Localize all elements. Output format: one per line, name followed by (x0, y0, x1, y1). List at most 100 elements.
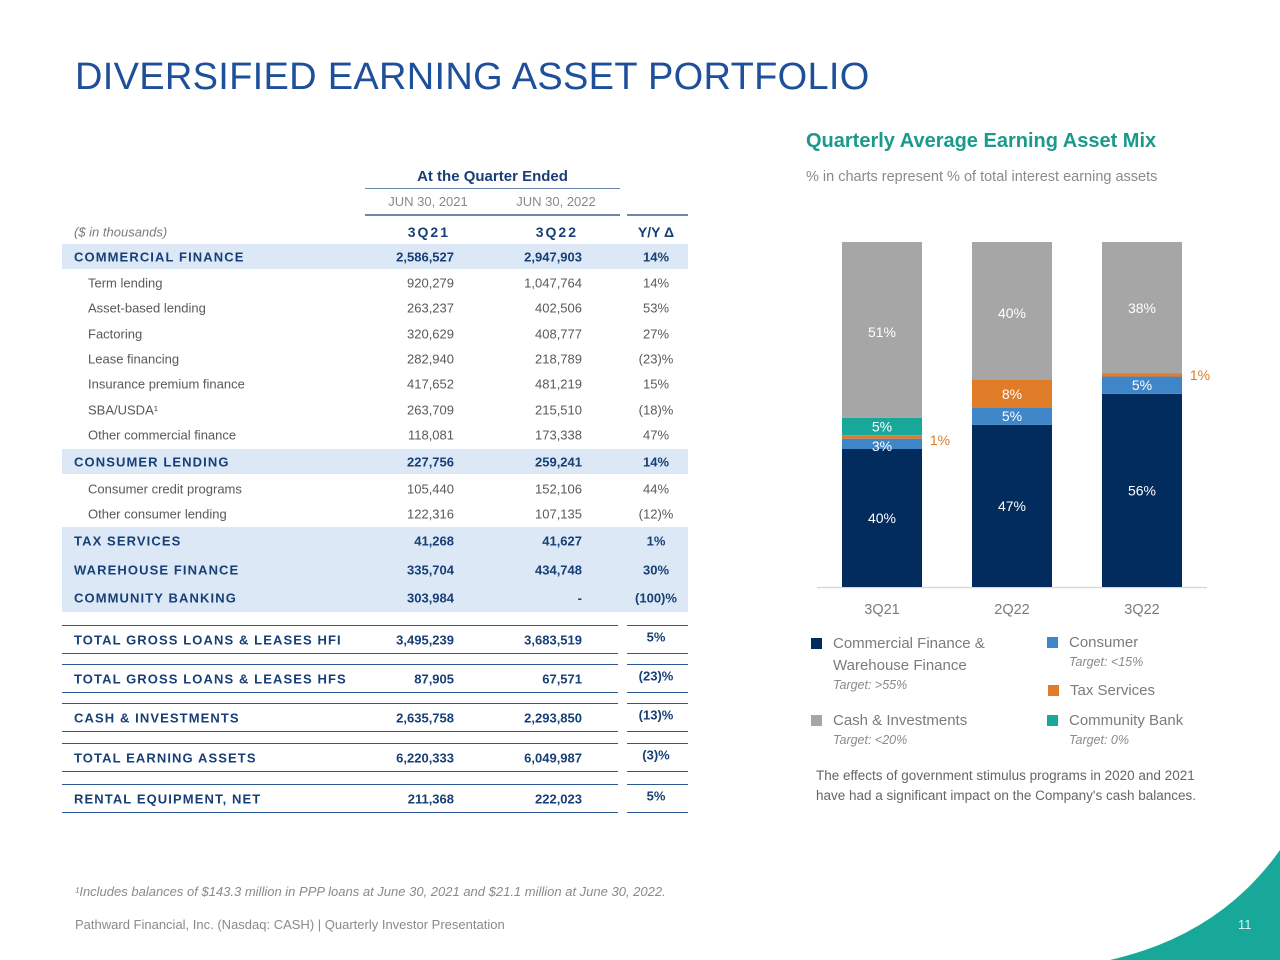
data-label: 1% (930, 432, 950, 448)
divider (627, 771, 688, 772)
table-row: Term lending 920,279 1,047,764 14% (62, 270, 688, 295)
column-header: 3Q21 (407, 223, 450, 240)
yoy-change: 14% (642, 275, 670, 290)
value-3q21: 2,635,758 (396, 710, 454, 725)
units-label: ($ in thousands) (74, 224, 168, 239)
row-label: COMMUNITY BANKING (74, 590, 237, 605)
row-label: SBA/USDA¹ (88, 402, 159, 417)
yoy-change: 14% (642, 249, 670, 264)
x-tick-label: 3Q21 (864, 602, 899, 618)
legend-target: Target: <20% (833, 733, 908, 747)
page-number: 11 (1238, 917, 1252, 932)
row-label: Other consumer lending (88, 506, 227, 521)
value-3q21: 2,586,527 (396, 249, 454, 264)
legend-target: Target: >55% (833, 678, 908, 692)
yoy-change: 44% (642, 481, 670, 496)
table-group-header: At the Quarter Ended (365, 168, 620, 189)
divider (62, 625, 618, 626)
row-label: Insurance premium finance (88, 376, 245, 391)
table-row: TAX SERVICES 41,268 41,627 1% (62, 528, 688, 553)
row-label: RENTAL EQUIPMENT, NET (74, 791, 262, 806)
value-3q22: 6,049,987 (524, 750, 582, 765)
divider (62, 703, 618, 704)
divider (627, 653, 688, 654)
bar-segment (972, 242, 1052, 380)
bar-segment (1102, 373, 1182, 377)
value-3q22: 107,135 (535, 506, 582, 521)
data-label: 51% (868, 324, 896, 340)
value-3q22: 402,506 (535, 300, 582, 315)
value-3q21: 282,940 (407, 351, 454, 366)
column-date: JUN 30, 2022 (516, 194, 596, 209)
data-label: 3% (872, 438, 892, 454)
row-label: TOTAL GROSS LOANS & LEASES HFI (74, 632, 342, 647)
yoy-change: (12)% (638, 506, 674, 521)
data-label: 47% (998, 498, 1026, 514)
legend-swatch (811, 638, 822, 649)
divider (627, 692, 688, 693)
legend-label: Community Bank (1069, 712, 1184, 729)
yoy-change: (3)% (642, 747, 670, 763)
divider (62, 692, 618, 693)
yoy-change: (100)% (635, 590, 677, 605)
value-3q22: 434,748 (535, 562, 582, 577)
row-label: Consumer credit programs (88, 481, 242, 496)
column-header: Y/Y Δ (637, 223, 675, 240)
legend-target: Target: <15% (1069, 655, 1144, 669)
total-row: CASH & INVESTMENTS 2,635,758 2,293,850 (13)… (62, 705, 688, 730)
yoy-change: 5% (646, 629, 666, 645)
yoy-change: (13)% (638, 707, 674, 723)
value-3q21: 320,629 (407, 326, 454, 341)
total-row: TOTAL GROSS LOANS & LEASES HFS 87,905 67,5… (62, 666, 688, 691)
bar-segment (972, 424, 1052, 587)
divider (627, 703, 688, 704)
legend-label: Cash & Investments (833, 712, 968, 729)
row-label: COMMERCIAL FINANCE (74, 249, 245, 264)
footer: Pathward Financial, Inc. (Nasdaq: CASH) … (75, 917, 505, 932)
column-date: JUN 30, 2021 (388, 194, 468, 209)
value-3q22: 408,777 (535, 326, 582, 341)
row-label: TAX SERVICES (74, 533, 182, 548)
chart-title: Quarterly Average Earning Asset Mix (806, 130, 1157, 152)
divider (62, 743, 618, 744)
value-3q21: 263,237 (407, 300, 454, 315)
bar-segment (842, 417, 922, 436)
chart-subtitle: % in charts represent % of total interes… (806, 169, 1158, 185)
value-3q22: 481,219 (535, 376, 582, 391)
data-label: 40% (998, 305, 1026, 321)
legend-label: Tax Services (1070, 682, 1156, 699)
row-label: Term lending (88, 275, 163, 290)
table-band (62, 527, 688, 612)
table-row: Consumer credit programs 105,440 152,106 44… (62, 476, 688, 501)
value-3q21: 3,495,239 (396, 632, 454, 647)
bar-segment (972, 380, 1052, 408)
table-row: Other consumer lending 122,316 107,135 (12)… (62, 501, 688, 526)
bar-segment (1102, 393, 1182, 587)
value-3q22: 1,047,764 (524, 275, 582, 290)
value-3q22: 173,338 (535, 427, 582, 442)
table-row: Factoring 320,629 408,777 27% (62, 321, 688, 346)
yoy-change: 14% (642, 454, 670, 469)
value-3q22: 152,106 (535, 481, 582, 496)
table-row: Insurance premium finance 417,652 481,219 1… (62, 371, 688, 396)
value-3q21: 122,316 (407, 506, 454, 521)
value-3q21: 6,220,333 (396, 750, 454, 765)
bar-segment (842, 438, 922, 449)
value-3q21: 227,756 (407, 454, 454, 469)
value-3q21: 335,704 (407, 562, 454, 577)
value-3q22: 41,627 (542, 533, 582, 548)
chart-note: The effects of government stimulus progr… (816, 768, 1197, 803)
divider (627, 214, 688, 216)
value-3q21: 41,268 (414, 533, 454, 548)
yoy-change: 27% (642, 326, 670, 341)
yoy-change: 30% (642, 562, 670, 577)
value-3q21: 417,652 (407, 376, 454, 391)
table-row: Asset-based lending 263,237 402,506 53% (62, 295, 688, 320)
row-label: Asset-based lending (88, 300, 206, 315)
value-3q22: 2,947,903 (524, 249, 582, 264)
table-row: COMMERCIAL FINANCE 2,586,527 2,947,903 14% (62, 244, 688, 269)
total-row: TOTAL GROSS LOANS & LEASES HFI 3,495,239 3… (62, 627, 688, 652)
divider (627, 731, 688, 732)
divider (62, 771, 618, 772)
legend-label: Commercial Finance & Warehouse Finance (833, 635, 985, 674)
